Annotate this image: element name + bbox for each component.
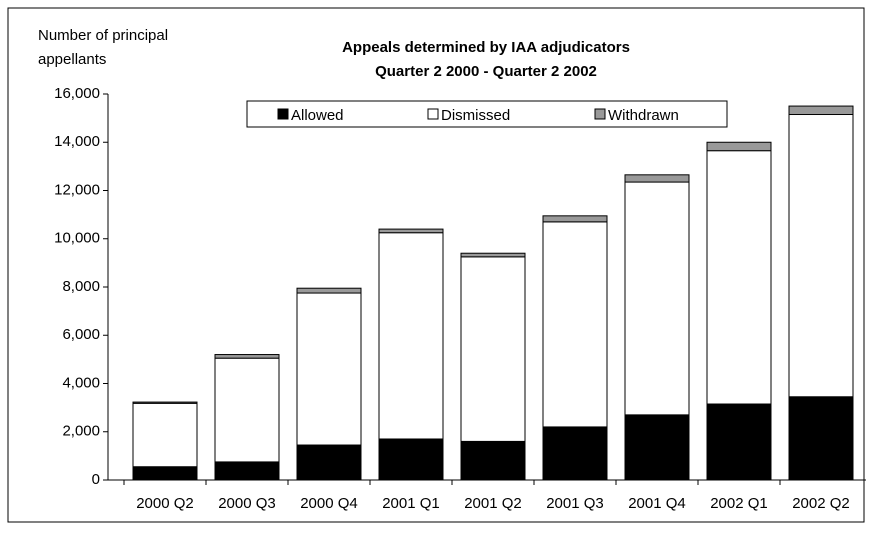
x-tick-label: 2001 Q3: [546, 495, 604, 512]
x-tick-label: 2001 Q2: [464, 495, 522, 512]
x-tick-label: 2002 Q1: [710, 495, 768, 512]
bar-segment: [214, 354, 280, 359]
y-tick-label: 8,000: [62, 278, 100, 295]
bar-segment: [542, 426, 608, 481]
bar-segment: [378, 228, 444, 234]
y-tick-label: 16,000: [54, 85, 100, 102]
y-tick-label: 2,000: [62, 423, 100, 440]
legend-swatch: [277, 108, 289, 120]
bar-segment: [132, 401, 198, 404]
x-tick-label: 2000 Q4: [300, 495, 358, 512]
bar-segment: [706, 150, 772, 405]
bar-segment: [378, 438, 444, 481]
bar-segment: [706, 141, 772, 152]
legend-swatch: [594, 108, 606, 120]
bar-segment: [132, 466, 198, 481]
legend-label: Dismissed: [441, 107, 510, 124]
bar-segment: [296, 444, 362, 481]
chart-subtitle: Quarter 2 2000 - Quarter 2 2002: [375, 63, 597, 80]
bar-segment: [624, 174, 690, 183]
bar-segment: [624, 414, 690, 481]
legend-box: [246, 100, 728, 128]
x-tick-label: 2001 Q4: [628, 495, 686, 512]
x-tick-label: 2000 Q3: [218, 495, 276, 512]
legend-swatch: [427, 108, 439, 120]
bar-segment: [624, 181, 690, 416]
bar-segment: [214, 461, 280, 481]
x-tick-label: 2002 Q2: [792, 495, 850, 512]
bar-segment: [296, 292, 362, 446]
y-tick-label: 10,000: [54, 230, 100, 247]
bar-segment: [296, 287, 362, 294]
bar-segment: [706, 403, 772, 481]
bar-segment: [132, 402, 198, 468]
y-axis-label: appellants: [38, 51, 106, 68]
y-tick-label: 0: [92, 471, 100, 488]
x-tick-label: 2000 Q2: [136, 495, 194, 512]
bar-segment: [788, 396, 854, 481]
y-tick-label: 6,000: [62, 326, 100, 343]
bar-segment: [460, 252, 526, 258]
bar-segment: [542, 221, 608, 428]
bar-segment: [788, 105, 854, 116]
y-tick-label: 12,000: [54, 181, 100, 198]
bar-segment: [214, 357, 280, 463]
y-tick-label: 14,000: [54, 133, 100, 150]
bar-segment: [460, 440, 526, 481]
legend-label: Allowed: [291, 107, 344, 124]
chart-title: Appeals determined by IAA adjudicators: [342, 39, 630, 56]
bar-segment: [542, 215, 608, 223]
x-tick-label: 2001 Q1: [382, 495, 440, 512]
y-axis-label: Number of principal: [38, 27, 168, 44]
bar-segment: [378, 232, 444, 440]
legend-label: Withdrawn: [608, 107, 679, 124]
bar-segment: [788, 114, 854, 398]
y-tick-label: 4,000: [62, 374, 100, 391]
bar-segment: [460, 256, 526, 442]
